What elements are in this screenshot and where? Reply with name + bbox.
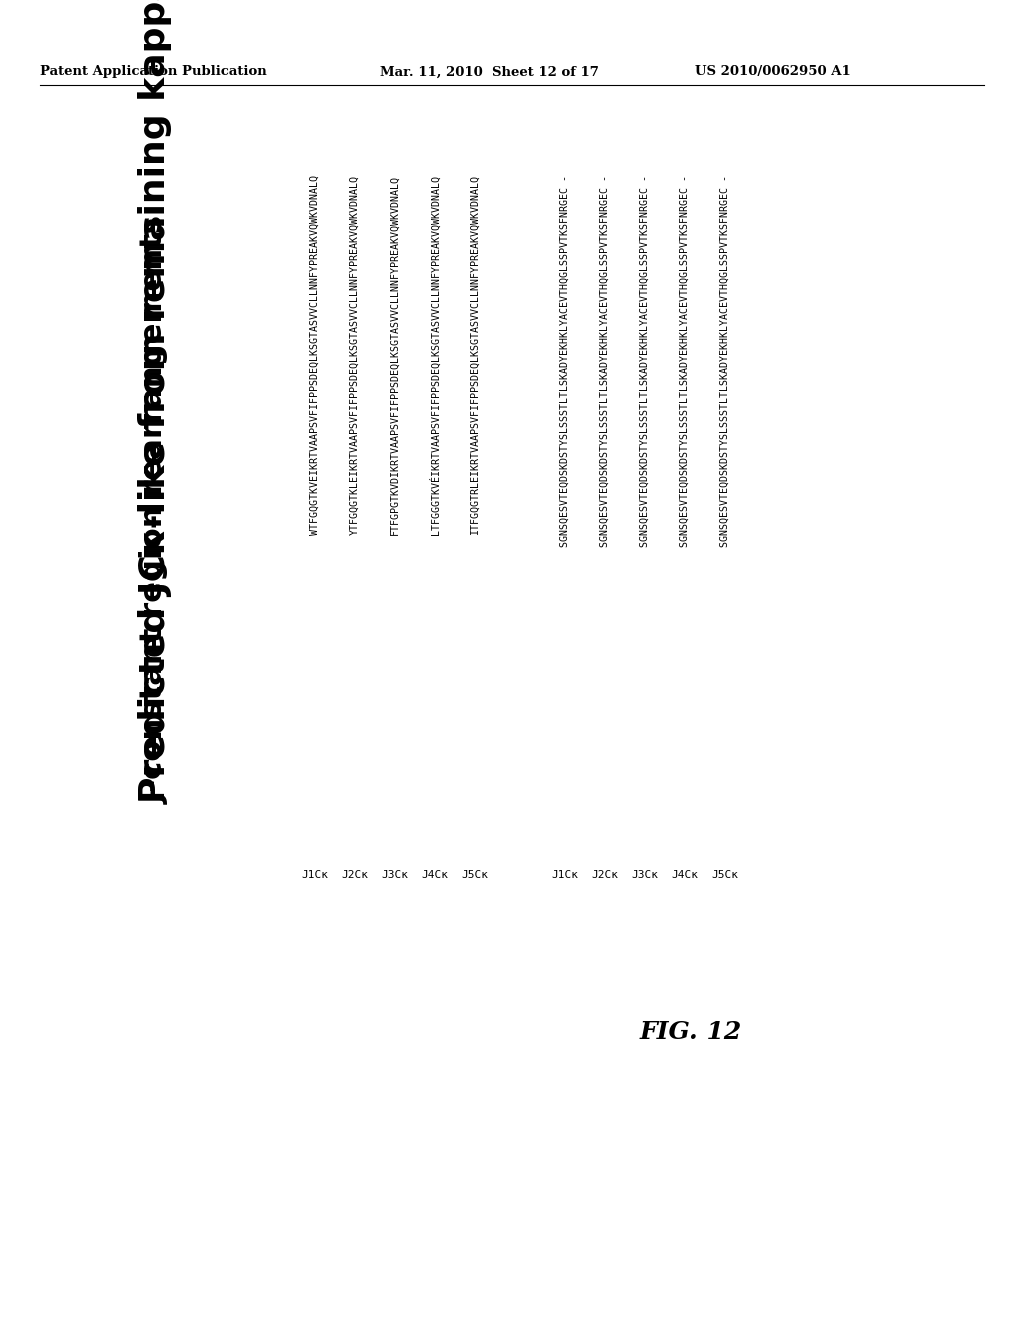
Text: FIG. 12: FIG. 12: [640, 1020, 742, 1044]
Text: J2Cκ: J2Cκ: [341, 870, 369, 880]
Text: J4Cκ: J4Cκ: [672, 870, 698, 880]
Text: J1Cκ: J1Cκ: [552, 870, 579, 880]
Text: SGNSQESVTEQDSKDSTYSLSSSTLTLSKADYEKHKLYACEVTHQGLSSPVTKSFNRGEC -: SGNSQESVTEQDSKDSTYSLSSSTLTLSKADYEKHKLYAC…: [720, 176, 730, 546]
Text: J4Cκ: J4Cκ: [422, 870, 449, 880]
Text: SGNSQESVTEQDSKDSTYSLSSSTLTLSKADYEKHKLYACEVTHQGLSSPVTKSFNRGEC -: SGNSQESVTEQDSKDSTYSLSSSTLTLSKADYEKHKLYAC…: [640, 176, 650, 546]
Text: J3Cκ: J3Cκ: [632, 870, 658, 880]
Text: FTFGPGTKVDIKRTVAAPSVFIFPPSDEQLKSGTASVVCLLNNFYPREAKVQWKVDNALQ: FTFGPGTKVDIKRTVAAPSVFIFPPSDEQLKSGTASVVCL…: [390, 176, 400, 535]
Text: J3Cκ: J3Cκ: [382, 870, 409, 880]
Text: SGNSQESVTEQDSKDSTYSLSSSTLTLSKADYEKHKLYACEVTHQGLSSPVTKSFNRGEC -: SGNSQESVTEQDSKDSTYSLSSSTLTLSKADYEKHKLYAC…: [560, 176, 570, 546]
Text: Patent Application Publication: Patent Application Publication: [40, 66, 266, 78]
Text: SGNSQESVTEQDSKDSTYSLSSSTLTLSKADYEKHKLYACEVTHQGLSSPVTKSFNRGEC -: SGNSQESVTEQDSKDSTYSLSSSTLTLSKADYEKHKLYAC…: [680, 176, 690, 546]
Text: Predicted JCκ-like from remaining kappa: Predicted JCκ-like from remaining kappa: [138, 0, 172, 804]
Text: J5Cκ: J5Cκ: [462, 870, 488, 880]
Text: US 2010/0062950 A1: US 2010/0062950 A1: [695, 66, 851, 78]
Text: ITFGQGTRLEIKRTVAAPSVFIFPPSDEQLKSGTASVVCLLNNFYPREAKVQWKVDNALQ: ITFGQGTRLEIKRTVAAPSVFIFPPSDEQLKSGTASVVCL…: [470, 176, 480, 535]
Text: J5Cκ: J5Cκ: [712, 870, 738, 880]
Text: YTFGQGTKLEIKRTVAAPSVFIFPPSDEQLKSGTASVVCLLNNFYPREAKVQWKVDNALQ: YTFGQGTKLEIKRTVAAPSVFIFPPSDEQLKSGTASVVCL…: [350, 176, 360, 535]
Text: J-constant region rearrangements: J-constant region rearrangements: [140, 216, 170, 804]
Text: LTFGGGTKVÉIKRTVAAPSVFIFPPSDEQLKSGTASVVCLLNNFYPREAKVQWKVDNALQ: LTFGGGTKVÉIKRTVAAPSVFIFPPSDEQLKSGTASVVCL…: [429, 176, 440, 535]
Text: J2Cκ: J2Cκ: [592, 870, 618, 880]
Text: WTFGQGTKVEIKRTVAAPSVFIFPPSDEQLKSGTASVVCLLNNFYPREAKVQWKVDNALQ: WTFGQGTKVEIKRTVAAPSVFIFPPSDEQLKSGTASVVCL…: [310, 176, 319, 535]
Text: J1Cκ: J1Cκ: [301, 870, 329, 880]
Text: Mar. 11, 2010  Sheet 12 of 17: Mar. 11, 2010 Sheet 12 of 17: [380, 66, 599, 78]
Text: SGNSQESVTEQDSKDSTYSLSSSTLTLSKADYEKHKLYACEVTHQGLSSPVTKSFNRGEC -: SGNSQESVTEQDSKDSTYSLSSSTLTLSKADYEKHKLYAC…: [600, 176, 610, 546]
